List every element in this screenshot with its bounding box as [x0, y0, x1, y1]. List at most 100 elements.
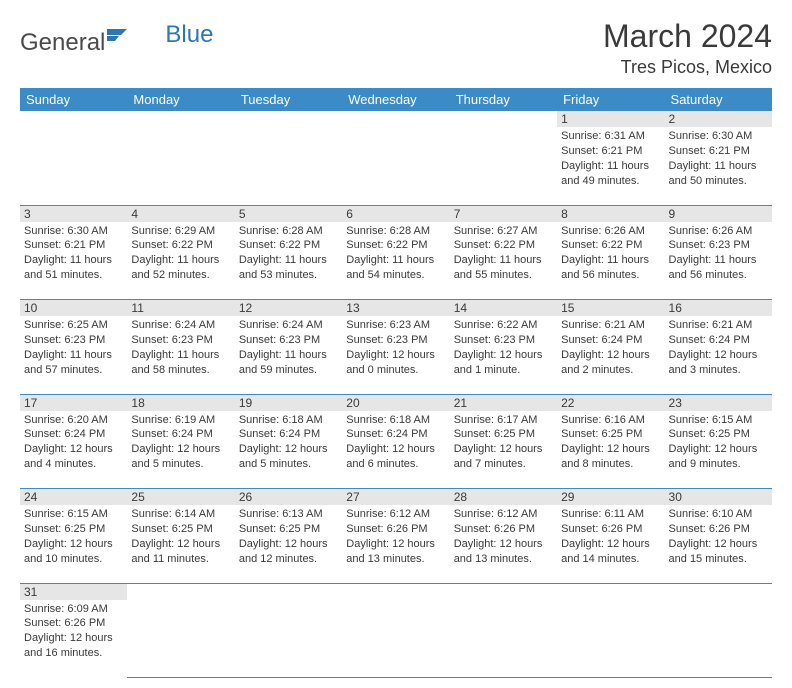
- daylight-text: Daylight: 12 hours and 5 minutes.: [239, 442, 338, 472]
- daylight-text: Daylight: 12 hours and 4 minutes.: [24, 442, 123, 472]
- day-content-row: Sunrise: 6:30 AMSunset: 6:21 PMDaylight:…: [20, 222, 772, 300]
- day-details: Sunrise: 6:25 AMSunset: 6:23 PMDaylight:…: [24, 318, 123, 377]
- day-cell: Sunrise: 6:30 AMSunset: 6:21 PMDaylight:…: [20, 222, 127, 300]
- sunset-text: Sunset: 6:23 PM: [669, 238, 768, 253]
- day-cell: [557, 600, 664, 678]
- day-details: Sunrise: 6:19 AMSunset: 6:24 PMDaylight:…: [131, 413, 230, 472]
- sunrise-text: Sunrise: 6:30 AM: [24, 224, 123, 239]
- sunset-text: Sunset: 6:22 PM: [239, 238, 338, 253]
- day-number-cell: [557, 583, 664, 600]
- sunset-text: Sunset: 6:26 PM: [669, 522, 768, 537]
- day-details: Sunrise: 6:26 AMSunset: 6:22 PMDaylight:…: [561, 224, 660, 283]
- day-cell: Sunrise: 6:24 AMSunset: 6:23 PMDaylight:…: [127, 316, 234, 394]
- day-details: Sunrise: 6:12 AMSunset: 6:26 PMDaylight:…: [346, 507, 445, 566]
- day-number-row: 12: [20, 111, 772, 127]
- daylight-text: Daylight: 12 hours and 6 minutes.: [346, 442, 445, 472]
- day-details: Sunrise: 6:30 AMSunset: 6:21 PMDaylight:…: [669, 129, 768, 188]
- day-number-cell: 11: [127, 300, 234, 317]
- sunrise-text: Sunrise: 6:13 AM: [239, 507, 338, 522]
- daylight-text: Daylight: 12 hours and 0 minutes.: [346, 348, 445, 378]
- sunrise-text: Sunrise: 6:15 AM: [669, 413, 768, 428]
- day-cell: Sunrise: 6:21 AMSunset: 6:24 PMDaylight:…: [665, 316, 772, 394]
- daylight-text: Daylight: 12 hours and 8 minutes.: [561, 442, 660, 472]
- weekday-header: Saturday: [665, 88, 772, 111]
- sunset-text: Sunset: 6:25 PM: [239, 522, 338, 537]
- daylight-text: Daylight: 12 hours and 13 minutes.: [346, 537, 445, 567]
- day-cell: [235, 600, 342, 678]
- weekday-header: Wednesday: [342, 88, 449, 111]
- weekday-header: Sunday: [20, 88, 127, 111]
- day-number-cell: 17: [20, 394, 127, 411]
- sunrise-text: Sunrise: 6:27 AM: [454, 224, 553, 239]
- day-cell: Sunrise: 6:17 AMSunset: 6:25 PMDaylight:…: [450, 411, 557, 489]
- day-cell: Sunrise: 6:26 AMSunset: 6:23 PMDaylight:…: [665, 222, 772, 300]
- day-cell: Sunrise: 6:22 AMSunset: 6:23 PMDaylight:…: [450, 316, 557, 394]
- day-details: Sunrise: 6:16 AMSunset: 6:25 PMDaylight:…: [561, 413, 660, 472]
- sunset-text: Sunset: 6:22 PM: [346, 238, 445, 253]
- logo-text-blue: Blue: [165, 21, 213, 49]
- day-content-row: Sunrise: 6:15 AMSunset: 6:25 PMDaylight:…: [20, 505, 772, 583]
- day-number-cell: [342, 583, 449, 600]
- day-number-cell: 8: [557, 205, 664, 222]
- sunset-text: Sunset: 6:24 PM: [669, 333, 768, 348]
- day-number-cell: 25: [127, 489, 234, 506]
- calendar-header-row: Sunday Monday Tuesday Wednesday Thursday…: [20, 88, 772, 111]
- sunset-text: Sunset: 6:23 PM: [454, 333, 553, 348]
- daylight-text: Daylight: 12 hours and 5 minutes.: [131, 442, 230, 472]
- daylight-text: Daylight: 11 hours and 56 minutes.: [561, 253, 660, 283]
- day-details: Sunrise: 6:21 AMSunset: 6:24 PMDaylight:…: [561, 318, 660, 377]
- sunset-text: Sunset: 6:24 PM: [24, 427, 123, 442]
- sunrise-text: Sunrise: 6:11 AM: [561, 507, 660, 522]
- sunset-text: Sunset: 6:21 PM: [24, 238, 123, 253]
- day-cell: [450, 127, 557, 205]
- sunset-text: Sunset: 6:24 PM: [346, 427, 445, 442]
- day-number-cell: 15: [557, 300, 664, 317]
- sunset-text: Sunset: 6:25 PM: [669, 427, 768, 442]
- day-number-cell: [450, 583, 557, 600]
- weekday-header: Friday: [557, 88, 664, 111]
- sunrise-text: Sunrise: 6:29 AM: [131, 224, 230, 239]
- sunset-text: Sunset: 6:24 PM: [131, 427, 230, 442]
- page-header: General Blue March 2024 Tres Picos, Mexi…: [20, 18, 772, 78]
- daylight-text: Daylight: 11 hours and 51 minutes.: [24, 253, 123, 283]
- daylight-text: Daylight: 12 hours and 16 minutes.: [24, 631, 123, 661]
- sunset-text: Sunset: 6:23 PM: [239, 333, 338, 348]
- sunset-text: Sunset: 6:26 PM: [454, 522, 553, 537]
- day-details: Sunrise: 6:20 AMSunset: 6:24 PMDaylight:…: [24, 413, 123, 472]
- daylight-text: Daylight: 12 hours and 14 minutes.: [561, 537, 660, 567]
- sunrise-text: Sunrise: 6:18 AM: [239, 413, 338, 428]
- sunrise-text: Sunrise: 6:10 AM: [669, 507, 768, 522]
- daylight-text: Daylight: 12 hours and 12 minutes.: [239, 537, 338, 567]
- day-cell: Sunrise: 6:27 AMSunset: 6:22 PMDaylight:…: [450, 222, 557, 300]
- day-cell: Sunrise: 6:21 AMSunset: 6:24 PMDaylight:…: [557, 316, 664, 394]
- sunrise-text: Sunrise: 6:16 AM: [561, 413, 660, 428]
- day-cell: Sunrise: 6:13 AMSunset: 6:25 PMDaylight:…: [235, 505, 342, 583]
- day-number-cell: 14: [450, 300, 557, 317]
- day-details: Sunrise: 6:10 AMSunset: 6:26 PMDaylight:…: [669, 507, 768, 566]
- day-cell: Sunrise: 6:19 AMSunset: 6:24 PMDaylight:…: [127, 411, 234, 489]
- title-block: March 2024 Tres Picos, Mexico: [603, 18, 772, 78]
- sunrise-text: Sunrise: 6:21 AM: [561, 318, 660, 333]
- day-cell: Sunrise: 6:20 AMSunset: 6:24 PMDaylight:…: [20, 411, 127, 489]
- day-details: Sunrise: 6:13 AMSunset: 6:25 PMDaylight:…: [239, 507, 338, 566]
- day-details: Sunrise: 6:24 AMSunset: 6:23 PMDaylight:…: [239, 318, 338, 377]
- weekday-header: Thursday: [450, 88, 557, 111]
- daylight-text: Daylight: 12 hours and 3 minutes.: [669, 348, 768, 378]
- sunrise-text: Sunrise: 6:12 AM: [454, 507, 553, 522]
- day-details: Sunrise: 6:26 AMSunset: 6:23 PMDaylight:…: [669, 224, 768, 283]
- day-number-cell: [20, 111, 127, 127]
- sunrise-text: Sunrise: 6:20 AM: [24, 413, 123, 428]
- sunrise-text: Sunrise: 6:24 AM: [131, 318, 230, 333]
- sunset-text: Sunset: 6:24 PM: [561, 333, 660, 348]
- sunrise-text: Sunrise: 6:26 AM: [669, 224, 768, 239]
- daylight-text: Daylight: 11 hours and 57 minutes.: [24, 348, 123, 378]
- day-number-cell: 27: [342, 489, 449, 506]
- day-cell: Sunrise: 6:12 AMSunset: 6:26 PMDaylight:…: [450, 505, 557, 583]
- location-label: Tres Picos, Mexico: [603, 57, 772, 78]
- sunrise-text: Sunrise: 6:30 AM: [669, 129, 768, 144]
- sunrise-text: Sunrise: 6:17 AM: [454, 413, 553, 428]
- sunrise-text: Sunrise: 6:22 AM: [454, 318, 553, 333]
- sunset-text: Sunset: 6:21 PM: [669, 144, 768, 159]
- day-content-row: Sunrise: 6:25 AMSunset: 6:23 PMDaylight:…: [20, 316, 772, 394]
- day-number-row: 17181920212223: [20, 394, 772, 411]
